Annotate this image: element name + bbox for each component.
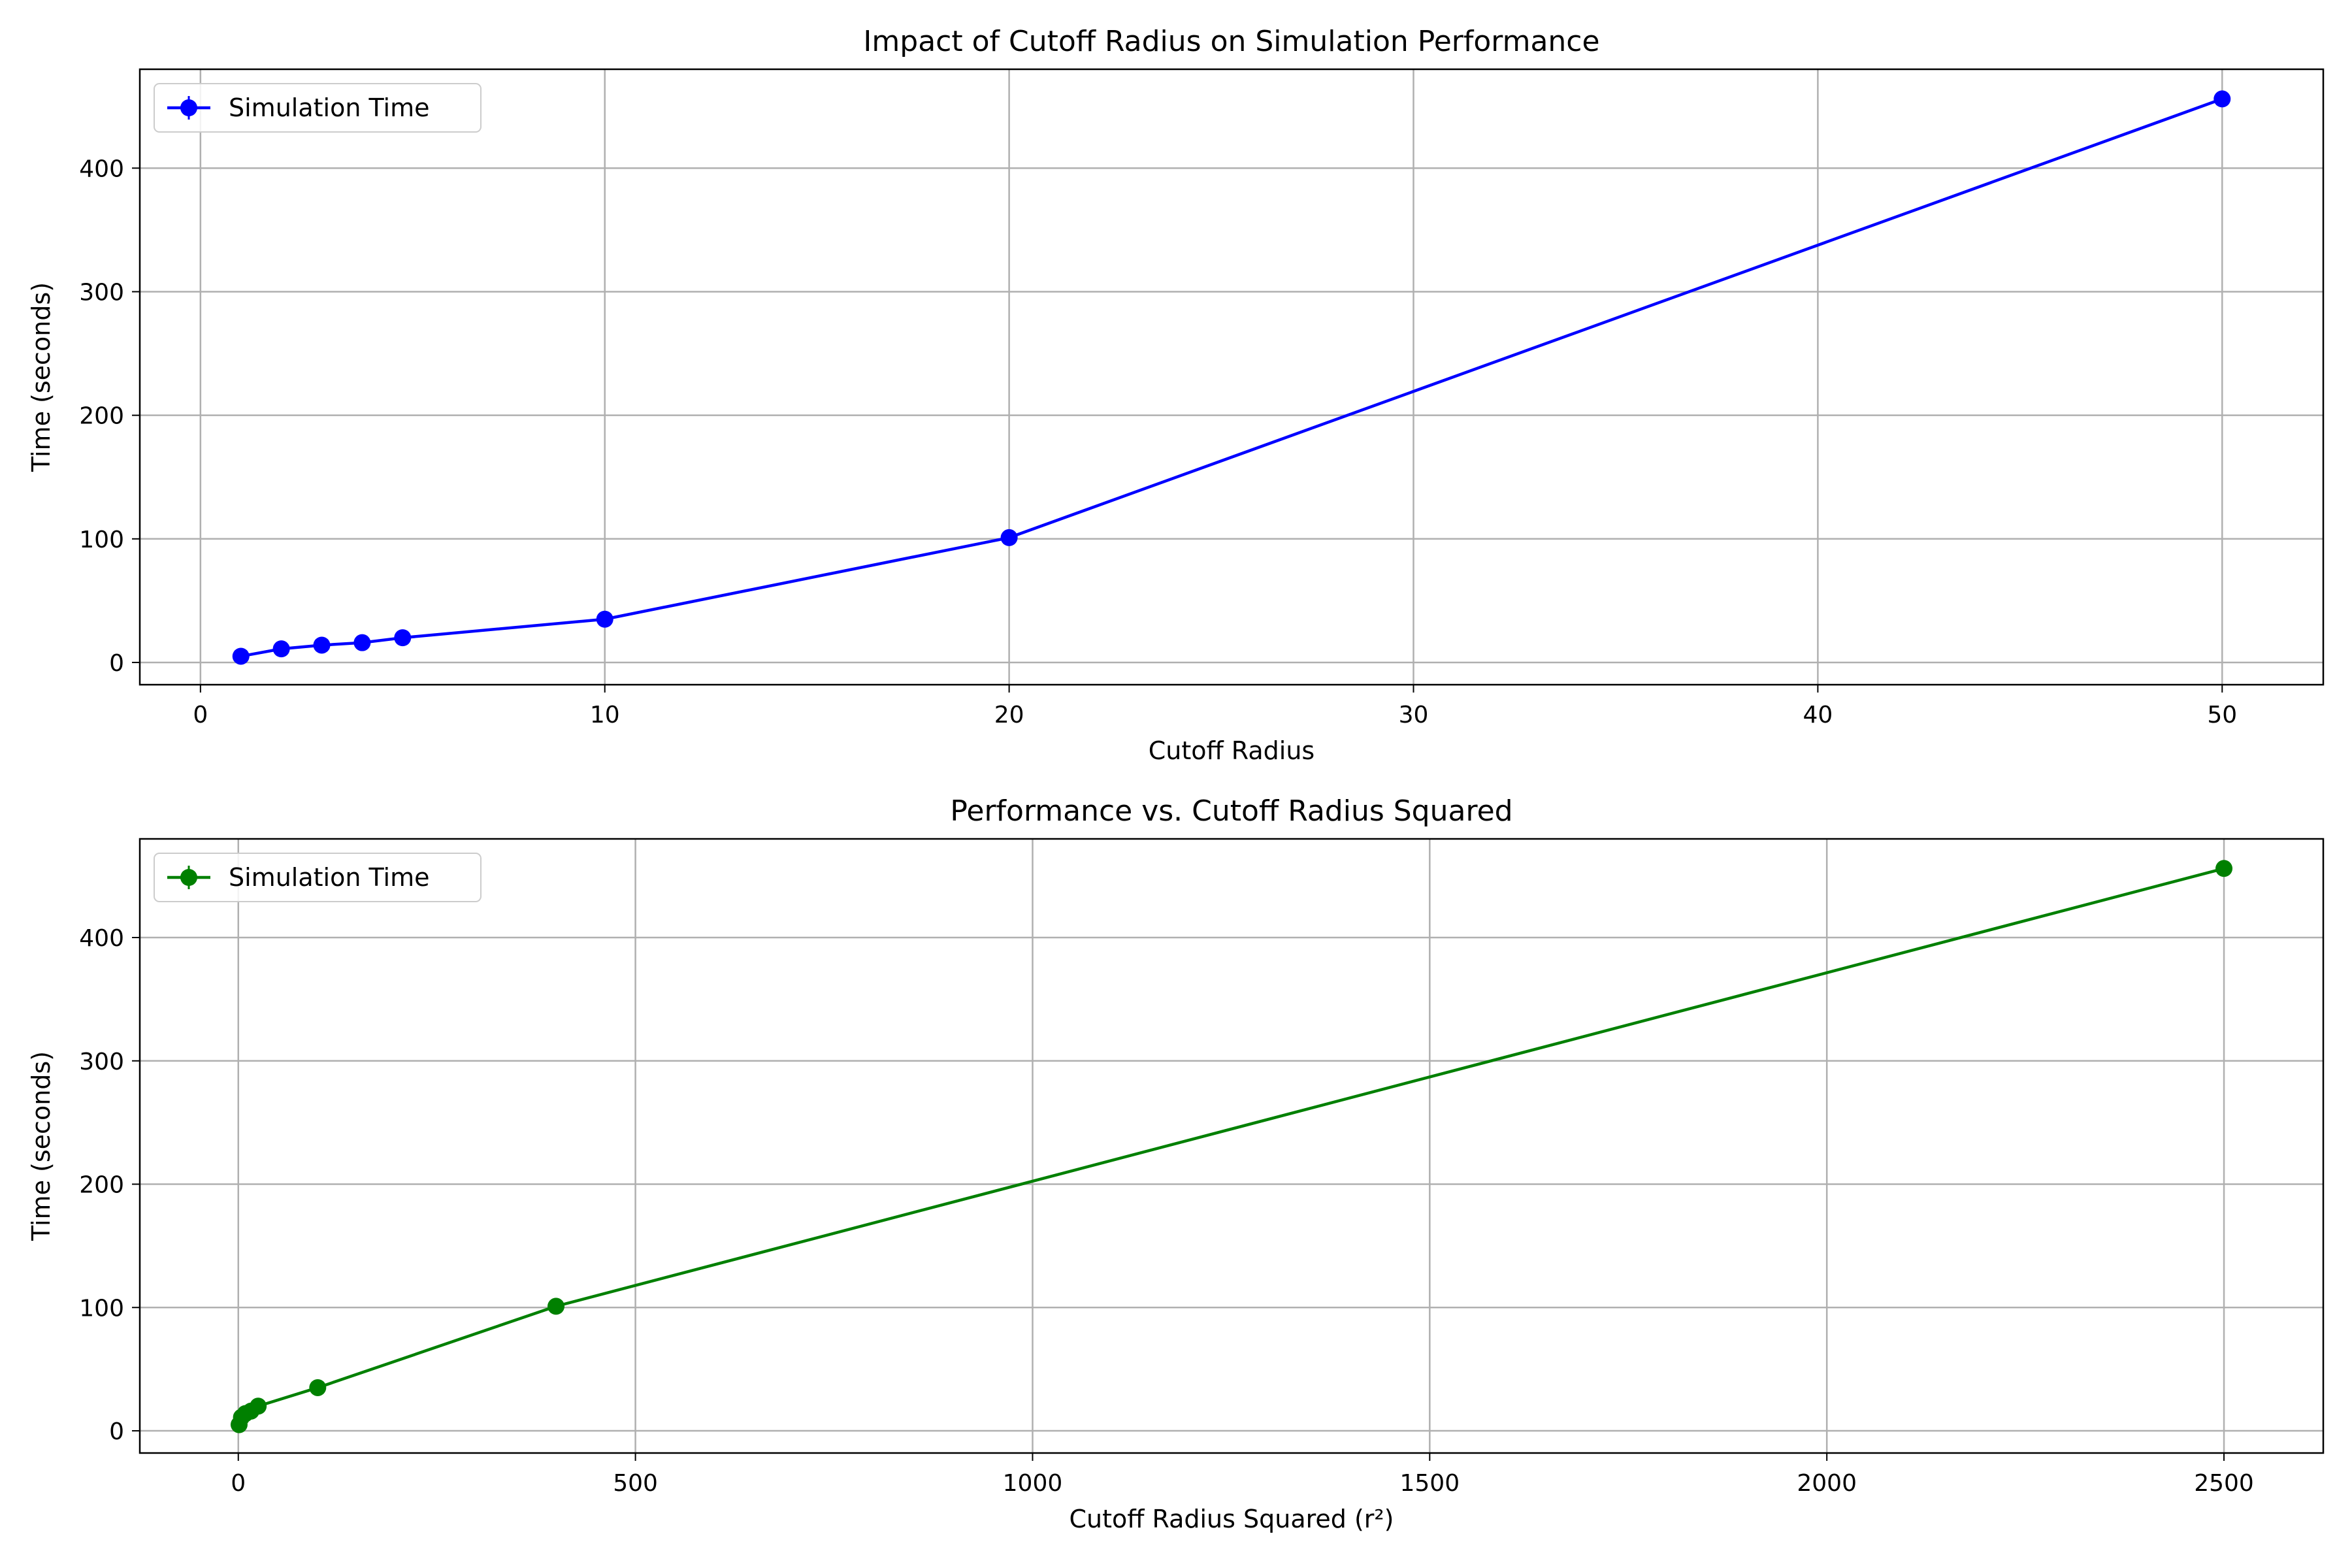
series-line [237, 867, 2225, 1426]
legend-box [154, 853, 482, 902]
series-line [240, 97, 2223, 658]
y-axis-label: Time (seconds) [27, 282, 56, 472]
data-point [547, 1298, 565, 1315]
x-axis-label: Cutoff Radius [1149, 736, 1315, 765]
x-tick-label: 0 [193, 702, 208, 728]
data-point [309, 1379, 327, 1396]
legend: Simulation Time [154, 853, 482, 902]
x-tick-label: 10 [590, 702, 620, 728]
chart-panel-1: 0 10 20 30 40 50 0 100 200 300 400 Simulation Time I… [27, 25, 2325, 765]
legend: Simulation Time [154, 83, 482, 133]
data-point [596, 610, 613, 628]
y-tick-label: 0 [109, 1418, 124, 1445]
data-point [232, 647, 250, 665]
x-tick-label: 1500 [1400, 1470, 1460, 1497]
x-tick-label: 2500 [2194, 1470, 2254, 1497]
x-tick-label: 1000 [1003, 1470, 1063, 1497]
x-tick-label: 2000 [1797, 1470, 1857, 1497]
y-tick-label: 400 [79, 155, 124, 182]
y-axis-label: Time (seconds) [27, 1051, 56, 1241]
plot-frame [139, 838, 2325, 1454]
data-point [2213, 90, 2231, 108]
legend-label: Simulation Time [229, 863, 430, 892]
legend-box [154, 83, 482, 133]
legend-label: Simulation Time [229, 93, 430, 122]
x-tick-label: 40 [1803, 702, 1833, 728]
data-point [394, 629, 412, 647]
plot-frame [139, 68, 2325, 686]
x-axis-label: Cutoff Radius Squared (r²) [1069, 1505, 1394, 1533]
y-tick-label: 400 [79, 925, 124, 952]
legend-marker [180, 869, 197, 886]
y-tick-label: 100 [79, 527, 124, 553]
y-tick-label: 0 [109, 650, 124, 677]
y-tick-label: 100 [79, 1295, 124, 1322]
y-tick-label: 300 [79, 1049, 124, 1075]
y-tick-label: 300 [79, 279, 124, 306]
data-point [313, 636, 331, 654]
data-point [2215, 860, 2233, 877]
chart-title: Performance vs. Cutoff Radius Squared [950, 794, 1512, 828]
chart-title: Impact of Cutoff Radius on Simulation Pe… [863, 25, 1599, 58]
data-point [250, 1397, 267, 1415]
x-tick-label: 20 [994, 702, 1024, 728]
x-tick-label: 500 [613, 1470, 658, 1497]
y-tick-label: 200 [79, 1172, 124, 1199]
data-point [353, 634, 371, 651]
y-tick-label: 200 [79, 403, 124, 430]
chart-panel-2: 0 500 1000 1500 2000 2500 0 100 200 300 400 Simulat… [27, 794, 2325, 1533]
data-point [272, 640, 290, 658]
data-point [1000, 529, 1018, 546]
x-tick-label: 50 [2207, 702, 2237, 728]
legend-marker [180, 99, 197, 116]
x-tick-label: 30 [1399, 702, 1429, 728]
x-tick-label: 0 [231, 1470, 246, 1497]
